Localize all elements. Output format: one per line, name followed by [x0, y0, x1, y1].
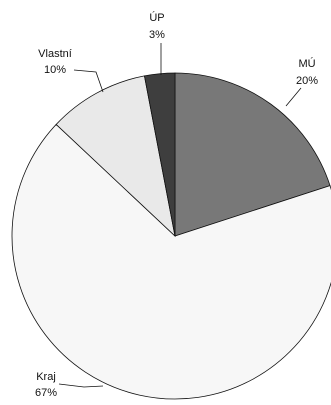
leader-line-kraj: [58, 383, 104, 388]
slice-label-vlastni-value: 10%: [44, 64, 66, 76]
slice-label-up-value: 3%: [149, 29, 165, 41]
pie-slice-up: [143, 72, 176, 237]
slice-label-kraj-name: Kraj: [36, 371, 56, 383]
slice-label-kraj-value: 67%: [35, 387, 57, 399]
leader-lines-group: [58, 43, 302, 388]
pie-slice-mu: [174, 72, 331, 237]
pie-slice-vlastni: [55, 75, 176, 238]
leader-line-mu: [285, 87, 302, 107]
slice-label-mu-value: 20%: [296, 75, 318, 87]
leader-line-vlastni: [73, 69, 104, 93]
labels-group: MÚ 20% ÚP 3% Vlastní 10% Kraj 67%: [35, 11, 318, 399]
slice-label-up-name: ÚP: [149, 11, 164, 24]
slices-group: [11, 72, 331, 400]
slice-label-vlastni-name: Vlastní: [38, 48, 72, 60]
slice-label-mu-name: MÚ: [298, 57, 315, 70]
